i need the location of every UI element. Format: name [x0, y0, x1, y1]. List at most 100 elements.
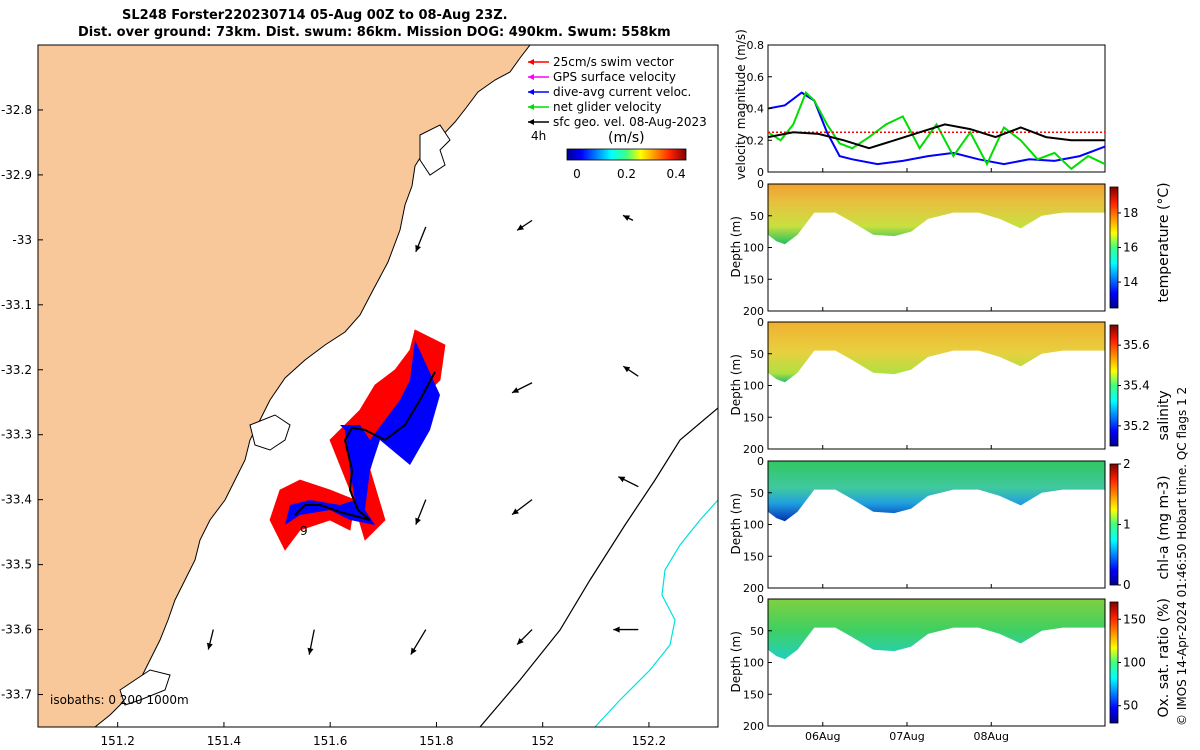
depth-tick-label: 100 — [743, 380, 764, 393]
depth-tick-label: 0 — [757, 455, 764, 468]
depth-tick-label: 50 — [750, 487, 764, 500]
speed-colorbar-tick-label: 0.4 — [667, 167, 686, 181]
map-y-tick-label: -33.4 — [1, 493, 32, 507]
colorbar-tick-label: 50 — [1123, 699, 1138, 713]
colorbar-tick-label: 35.6 — [1123, 338, 1150, 352]
geo-velocity-arrows — [206, 214, 639, 655]
legend-label: GPS surface velocity — [553, 70, 676, 84]
map-x-tick-label: 152 — [531, 734, 554, 748]
glider-track-line — [294, 371, 436, 521]
track-label: 9 — [300, 524, 308, 538]
depth-tick-label: 200 — [743, 582, 764, 595]
map-y-tick-label: -33.7 — [1, 688, 32, 702]
map-y-tick-label: -33.1 — [1, 298, 32, 312]
colorbar-label: (m/s) — [608, 130, 645, 146]
legend-arrow-icon — [528, 89, 534, 95]
section-field — [768, 599, 1105, 660]
bay-shape — [119, 669, 171, 706]
geo-velocity-arrow — [415, 499, 427, 525]
colorbar-tick-label: 35.2 — [1123, 419, 1150, 433]
geo-velocity-arrow — [613, 626, 639, 633]
legend-arrow-icon — [528, 119, 534, 125]
geo-velocity-arrow — [415, 226, 427, 253]
depth-tick-label: 50 — [750, 210, 764, 223]
legend-entry: dive-avg current veloc. — [528, 85, 691, 99]
geo-velocity-arrow — [206, 629, 214, 650]
velocity-line-net-glider-velocity — [768, 90, 1105, 171]
geo-velocity-arrow — [511, 382, 533, 394]
colorbar-tick-label: 2 — [1123, 457, 1131, 471]
depth-tick-label: 200 — [743, 305, 764, 318]
depth-ylabel: Depth (m) — [729, 493, 743, 554]
depth-tick-label: 100 — [743, 242, 764, 255]
depth-ylabel: Depth (m) — [729, 631, 743, 692]
legend-label: dive-avg current veloc. — [553, 85, 691, 99]
velocity-line-sfc-geo-vel-08-aug-2023 — [768, 123, 1105, 150]
depth-tick-label: 50 — [750, 625, 764, 638]
geo-velocity-arrow — [618, 476, 639, 488]
legend-arrow-icon — [528, 104, 534, 110]
colorbar-tick-label: 0 — [1123, 578, 1131, 592]
speed-colorbar-ticks: 0 0.2 0.4 — [573, 167, 686, 181]
map-x-axis: 151.2 151.4 151.6 151.8 152 152.2 — [101, 722, 666, 748]
depth-tick-label: 200 — [743, 443, 764, 456]
depth-tick-label: 150 — [743, 411, 764, 424]
legend-entry: net glider velocity — [528, 100, 661, 114]
footer-credit: © IMOS 14-Apr-2024 01:46:50 Hobart time.… — [1175, 387, 1189, 726]
colorbar-tick-label: 1 — [1123, 518, 1131, 532]
isobath-label: isobaths: 0 200 1000m — [50, 693, 189, 707]
depth-tick-label: 100 — [743, 657, 764, 670]
section-field — [768, 184, 1105, 245]
legend-note: 4h — [531, 129, 546, 143]
title-line-2: Dist. over ground: 73km. Dist. swum: 86k… — [78, 25, 671, 40]
colorbar-tick-label: 35.4 — [1123, 379, 1150, 393]
legend-label: sfc geo. vel. 08-Aug-2023 — [553, 115, 707, 129]
map-panel: 9 151.2 151.4 151.6 151.8 152 152.2 -32.8-32.… — [1, 44, 719, 748]
legend-entry: sfc geo. vel. 08-Aug-2023 — [528, 115, 707, 129]
geo-velocity-arrow — [410, 629, 427, 655]
geo-velocity-arrow — [516, 219, 533, 231]
map-y-tick-label: -33 — [12, 233, 32, 247]
geo-velocity-arrow — [511, 499, 533, 516]
geo-velocity-arrow — [307, 629, 315, 655]
colorbar-tick-label: 150 — [1123, 612, 1146, 626]
section-field — [768, 322, 1105, 383]
glider-track-area — [269, 329, 446, 551]
velocity-y-axis: 0 0.2 0.4 0.6 0.8 — [747, 39, 772, 179]
isobath-1000 — [594, 499, 718, 727]
depth-ylabel: Depth (m) — [729, 216, 743, 277]
legend-label: net glider velocity — [553, 100, 661, 114]
depth-tick-label: 150 — [743, 688, 764, 701]
colorbar-title: Ox. sat. ratio (%) — [1156, 598, 1172, 717]
section-colorbar — [1109, 186, 1119, 309]
colorbar-title: chl-a (mg m-3) — [1156, 475, 1172, 579]
depth-tick-label: 0 — [757, 178, 764, 191]
velocity-y-tick-label: 0.8 — [747, 39, 765, 52]
speed-colorbar-tick-label: 0 — [573, 167, 581, 181]
map-x-tick-label: 151.6 — [313, 734, 347, 748]
depth-tick-label: 150 — [743, 550, 764, 563]
section-panel-salinity: 0 50 100 150 200 Depth (m) 35.2 35.4 35.6 salinit… — [729, 316, 1172, 456]
velocity-y-tick-label: 0 — [757, 166, 764, 179]
legend-arrow-icon — [528, 74, 534, 80]
geo-velocity-arrow — [516, 629, 533, 646]
map-x-tick-label: 152.2 — [632, 734, 666, 748]
depth-tick-label: 50 — [750, 348, 764, 361]
map-y-tick-label: -32.9 — [1, 168, 32, 182]
geo-velocity-arrow — [622, 214, 634, 221]
velocity-y-tick-label: 0.2 — [747, 134, 765, 147]
velocity-panel: 0 0.2 0.4 0.6 0.8 velocity magnitude (m/s) — [734, 29, 1106, 180]
velocity-series — [768, 90, 1105, 171]
colorbar-title: temperature (°C) — [1156, 182, 1172, 302]
time-tick-label: 08Aug — [974, 730, 1009, 743]
depth-ylabel: Depth (m) — [729, 354, 743, 415]
velocity-y-tick-label: 0.6 — [747, 71, 765, 84]
legend-entry: 25cm/s swim vector — [528, 55, 674, 69]
velocity-y-tick-label: 0.4 — [747, 103, 765, 116]
depth-tick-label: 0 — [757, 316, 764, 329]
section-colorbar — [1109, 601, 1119, 724]
colorbar-tick-label: 100 — [1123, 656, 1146, 670]
map-y-axis: -32.8 -32.9 -33 -33.1 -33.2 -33.3 -33.4 -33.5 -3… — [1, 103, 43, 702]
